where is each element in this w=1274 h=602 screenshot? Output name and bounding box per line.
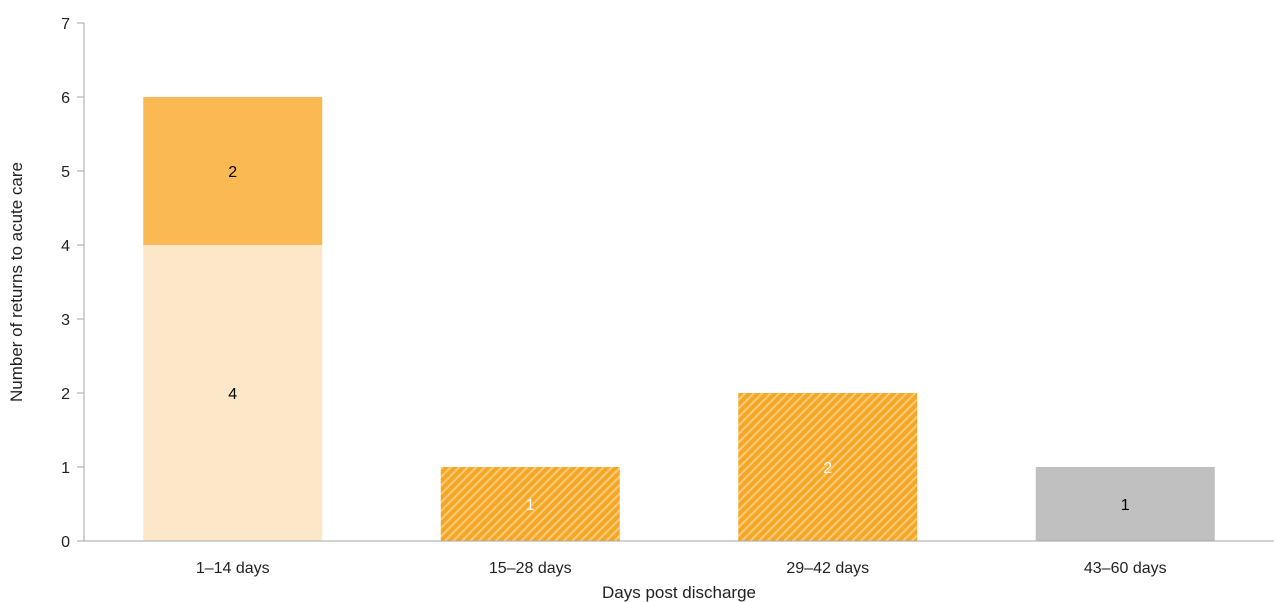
y-tick-label: 0 bbox=[61, 534, 70, 551]
data-label: 2 bbox=[823, 460, 832, 477]
bar-segment bbox=[738, 393, 918, 541]
data-label: 4 bbox=[228, 386, 237, 403]
bar-segment bbox=[143, 97, 323, 245]
data-label: 1 bbox=[1121, 497, 1130, 514]
x-tick-label: 1–14 days bbox=[196, 560, 270, 577]
x-tick-label: 29–42 days bbox=[786, 560, 869, 577]
x-tick-label: 15–28 days bbox=[489, 560, 572, 577]
data-label: 1 bbox=[526, 497, 535, 514]
labels-layer: 4 2 1 2 1 bbox=[228, 164, 1130, 514]
x-axis-title: Days post discharge bbox=[602, 583, 756, 602]
bar-segment bbox=[1035, 467, 1215, 541]
y-tick-label: 6 bbox=[61, 90, 70, 107]
y-tick-label: 4 bbox=[61, 238, 70, 255]
y-tick-label: 2 bbox=[61, 386, 70, 403]
y-tick-label: 5 bbox=[61, 164, 70, 181]
bars-layer bbox=[143, 97, 1215, 541]
y-axis-title: Number of returns to acute care bbox=[7, 162, 26, 402]
y-tick-label: 1 bbox=[61, 460, 70, 477]
data-label: 2 bbox=[228, 164, 237, 181]
axes-layer: 0 1 2 3 4 5 6 7 1–14 days 15–28 days 29–42 days 43–… bbox=[61, 16, 1274, 577]
y-tick-label: 3 bbox=[61, 312, 70, 329]
bar-segment bbox=[440, 467, 620, 541]
bar-segment bbox=[143, 245, 323, 541]
x-tick-label: 43–60 days bbox=[1084, 560, 1167, 577]
y-tick-label: 7 bbox=[61, 16, 70, 33]
